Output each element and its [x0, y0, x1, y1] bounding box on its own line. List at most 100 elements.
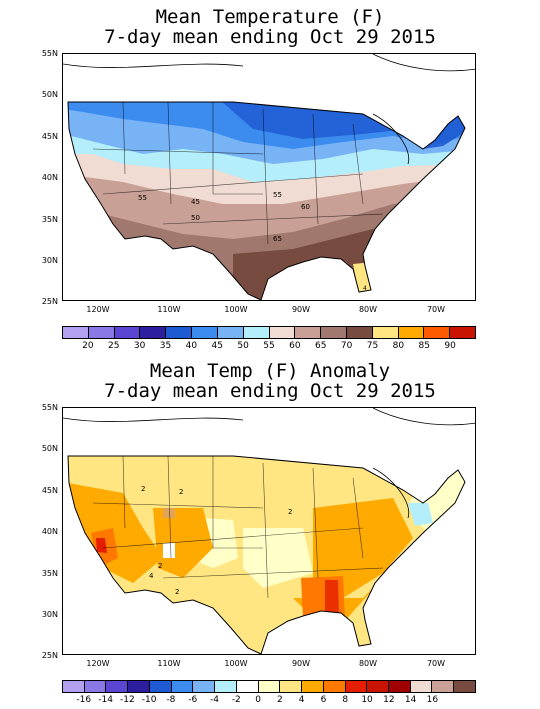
panel2-contour-label: 2 [158, 562, 162, 570]
legend-swatch [192, 327, 218, 338]
legend-swatch [454, 681, 475, 692]
panel2-lat-label: 30N [41, 610, 58, 619]
legend-label: 50 [237, 341, 249, 351]
panel2-lat-label: 45N [41, 486, 58, 495]
legend-swatch [302, 681, 324, 692]
panel2-title-line2: 7-day mean ending Oct 29 2015 [104, 380, 436, 402]
legend-swatch [346, 327, 373, 338]
panel1-title-line2: 7-day mean ending Oct 29 2015 [104, 26, 436, 48]
panel1-map: 55 45 50 55 60 65 4 [62, 53, 476, 301]
legend-swatch [323, 681, 346, 692]
panel1-contour-label: 4 [363, 285, 367, 292]
panel1-contour-label: 45 [191, 198, 200, 206]
panel1-color-legend [62, 326, 476, 339]
panel2-lat-label: 25N [41, 651, 58, 660]
legend-label: 20 [82, 341, 94, 351]
panel1-lat-label: 45N [41, 132, 58, 141]
legend-label: 45 [211, 341, 223, 351]
panel1-title-line1: Mean Temperature (F) [155, 6, 385, 28]
panel2-map-svg [63, 408, 475, 654]
legend-swatch [410, 681, 433, 692]
panel2-map: 2 2 2 2 4 2 [62, 407, 476, 655]
legend-swatch [295, 327, 322, 338]
panel2-lon-label: 110W [157, 659, 181, 668]
legend-label: 10 [361, 695, 373, 705]
legend-label: 35 [159, 341, 172, 351]
panel1-lat-label: 35N [41, 215, 58, 224]
legend-label: 65 [315, 341, 327, 351]
legend-label: 2 [277, 695, 283, 705]
legend-swatch [114, 327, 141, 338]
legend-swatch [217, 327, 244, 338]
legend-label: -10 [141, 695, 157, 705]
panel1-lon-label: 100W [224, 305, 248, 314]
legend-label: 12 [383, 695, 395, 705]
legend-swatch [128, 681, 150, 692]
panel1-lat-label: 30N [41, 256, 58, 265]
legend-swatch [389, 681, 411, 692]
panel2-lat-label: 35N [41, 569, 58, 578]
legend-label: -8 [166, 695, 176, 705]
legend-label: 25 [108, 341, 120, 351]
panel2-contour-label: 4 [149, 572, 154, 580]
legend-swatch [243, 327, 270, 338]
legend-swatch [106, 681, 129, 692]
panel2-lon-label: 80W [358, 659, 378, 668]
legend-label: 70 [340, 341, 353, 351]
panel2-lat-label: 55N [41, 403, 58, 412]
panel1-lon-label: 120W [86, 305, 110, 314]
panel1-lon-label: 110W [157, 305, 181, 314]
panel2-lat-label: 40N [41, 527, 58, 536]
legend-swatch [398, 327, 425, 338]
legend-swatch [424, 327, 451, 338]
legend-swatch [215, 681, 237, 692]
panel1-contour-label: 60 [301, 203, 310, 211]
legend-label: -16 [76, 695, 92, 705]
legend-swatch [432, 681, 455, 692]
legend-swatch [84, 681, 107, 692]
legend-label: 75 [366, 341, 379, 351]
legend-label: 60 [289, 341, 301, 351]
legend-swatch [236, 681, 259, 692]
panel2-lon-label: 70W [426, 659, 446, 668]
panel2-lat-label: 50N [41, 444, 58, 453]
panel1-contour-label: 65 [273, 235, 282, 243]
panel1-contour-label: 55 [273, 191, 282, 199]
panel1-lat-label: 55N [41, 49, 58, 58]
legend-swatch [166, 327, 193, 338]
legend-swatch [321, 327, 347, 338]
panel1-map-svg [63, 54, 475, 300]
panel1-contour-label: 55 [138, 194, 147, 202]
panel2-color-legend [62, 680, 476, 693]
legend-swatch [269, 327, 296, 338]
legend-label: 6 [320, 695, 327, 705]
legend-swatch [140, 327, 167, 338]
legend-swatch [88, 327, 115, 338]
panel2-contour-label: 2 [141, 485, 145, 493]
panel1-lon-label: 70W [426, 305, 446, 314]
legend-label: -14 [98, 695, 113, 705]
legend-swatch [280, 681, 303, 692]
legend-label: 40 [185, 341, 198, 351]
panel2-contour-labels: 2 2 2 2 4 2 [141, 485, 292, 596]
panel1-contour-label: 50 [191, 214, 200, 222]
panel2-lon-label: 100W [224, 659, 248, 668]
legend-label: 90 [444, 341, 456, 351]
legend-label: 80 [392, 341, 405, 351]
panel1-lat-label: 25N [41, 297, 58, 306]
panel1-lat-label: 50N [41, 90, 58, 99]
legend-swatch [367, 681, 390, 692]
legend-label: 85 [418, 341, 430, 351]
legend-label: 55 [263, 341, 275, 351]
legend-swatch [149, 681, 172, 692]
panel2-lon-label: 90W [291, 659, 311, 668]
legend-swatch [63, 681, 85, 692]
legend-swatch [258, 681, 281, 692]
legend-swatch [372, 327, 399, 338]
panel1-lon-label: 80W [358, 305, 378, 314]
legend-label: 16 [426, 695, 439, 705]
panel2-contour-label: 2 [179, 488, 183, 496]
legend-swatch [450, 327, 475, 338]
panel2-contour-label: 2 [288, 508, 292, 516]
panel1-contour-labels: 55 45 50 55 60 65 4 [138, 191, 367, 292]
